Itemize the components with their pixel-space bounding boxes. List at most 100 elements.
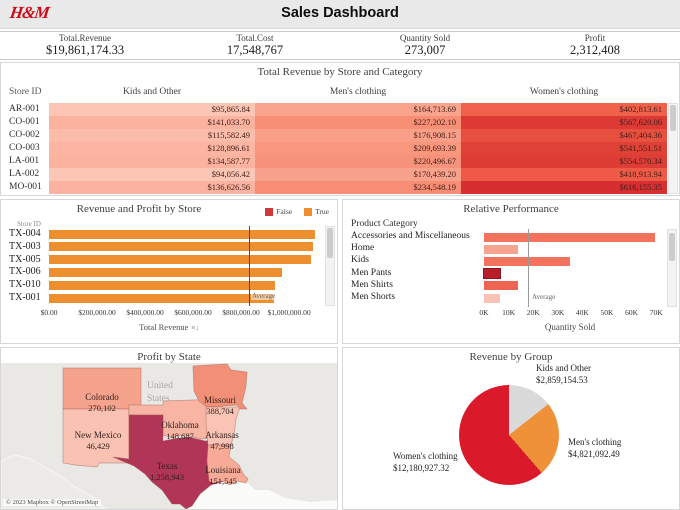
category-bar[interactable] xyxy=(484,293,500,303)
heatmap-cell[interactable]: $227,202.10 xyxy=(255,116,461,129)
sort-descending-icon[interactable] xyxy=(191,324,198,332)
axis-tick-label: 40K xyxy=(575,308,589,317)
store-chart-scrollbar-thumb[interactable] xyxy=(327,228,333,258)
heatmap-cell[interactable]: $541,551.51 xyxy=(461,142,667,155)
heatmap-column-header[interactable]: Men's clothing xyxy=(329,87,387,97)
axis-tick-label: $400,000.00 xyxy=(126,308,164,317)
pie-slice-label: Women's clothing $12,180,927.32 xyxy=(393,450,458,474)
kpi-card: Total.Revenue $19,861,174.33 xyxy=(0,32,170,59)
state-profit-value: 46,429 xyxy=(86,441,110,451)
category-bar-label[interactable]: Accessories and Miscellaneous xyxy=(351,231,470,241)
heatmap-cell[interactable]: $554,570.34 xyxy=(461,155,667,168)
heatmap-cell[interactable]: $136,626.56 xyxy=(49,181,255,194)
store-bar[interactable] xyxy=(49,255,311,265)
category-bar[interactable] xyxy=(484,281,519,291)
page-title: Sales Dashboard xyxy=(281,5,399,21)
store-id-label[interactable]: AR-001 xyxy=(9,104,40,114)
pie-slice-name: Men's clothing xyxy=(568,437,622,447)
axis-tick-label: 0K xyxy=(479,308,489,317)
state-label: Texas 1,258,943 xyxy=(125,461,209,483)
legend-item[interactable]: True xyxy=(304,207,329,216)
category-bar-label[interactable]: Men Shorts xyxy=(351,292,396,302)
category-bar[interactable] xyxy=(484,256,571,266)
country-label-line1: United xyxy=(147,381,173,391)
category-bar[interactable] xyxy=(482,268,502,280)
store-id-label[interactable]: MO-001 xyxy=(9,182,42,192)
heatmap-cell[interactable]: $567,620.06 xyxy=(461,116,667,129)
kpi-card: Quantity Sold 273,007 xyxy=(340,32,510,59)
store-id-label[interactable]: LA-001 xyxy=(9,156,40,166)
state-texas[interactable] xyxy=(112,414,236,509)
store-id-label[interactable]: LA-002 xyxy=(9,169,40,179)
heatmap-column-header[interactable]: Women's clothing xyxy=(529,87,599,97)
store-bar[interactable] xyxy=(49,229,316,239)
store-id-label[interactable]: CO-003 xyxy=(9,143,40,153)
heatmap-cell[interactable]: $234,548.19 xyxy=(255,181,461,194)
category-chart-axis-header: Product Category xyxy=(351,219,418,229)
pie-slice-value: $2,859,154.53 xyxy=(536,375,588,385)
store-bar-label[interactable]: TX-001 xyxy=(9,292,41,303)
store-bar-label[interactable]: TX-006 xyxy=(9,266,41,278)
heatmap-column-header[interactable]: Kids and Other xyxy=(122,87,182,97)
store-bar-label[interactable]: TX-004 xyxy=(9,228,41,239)
heatmap-cell[interactable]: $616,155.35 xyxy=(461,181,667,194)
map-canvas[interactable]: United States Colorado 270,102 New Mexico 4… xyxy=(1,363,337,509)
pie-chart[interactable] xyxy=(459,385,559,485)
store-chart-axis-title: Total Revenue xyxy=(49,322,289,332)
heatmap-cell[interactable]: $176,908.15 xyxy=(255,129,461,142)
kpi-label: Total.Cost xyxy=(236,33,274,43)
category-bar-label[interactable]: Men Shirts xyxy=(351,279,393,290)
state-arkansas[interactable] xyxy=(205,406,241,446)
store-bar[interactable] xyxy=(49,267,282,277)
state-name: Colorado xyxy=(85,392,119,402)
heatmap-cell[interactable]: $418,913.94 xyxy=(461,168,667,181)
heatmap-cell[interactable]: $95,865.84 xyxy=(49,103,255,116)
category-chart-panel: Relative Performance Product Category Ac… xyxy=(342,199,680,344)
heatmap-scrollbar-thumb[interactable] xyxy=(670,105,676,131)
category-chart-scrollbar[interactable] xyxy=(667,229,677,307)
heatmap-cell[interactable]: $164,713.69 xyxy=(255,103,461,116)
category-bar-label[interactable]: Home xyxy=(351,243,375,254)
store-bar-label[interactable]: TX-010 xyxy=(9,279,41,291)
category-bar[interactable] xyxy=(484,232,656,242)
heatmap-cell[interactable]: $402,813.61 xyxy=(461,103,667,116)
map-attribution: © 2023 Mapbox © OpenStreetMap xyxy=(3,499,102,506)
store-bar-label[interactable]: TX-005 xyxy=(9,253,41,265)
heatmap-cell[interactable]: $115,582.49 xyxy=(49,129,255,142)
store-chart-scrollbar[interactable] xyxy=(325,226,335,306)
state-label: Louisiana 151,545 xyxy=(181,465,265,487)
store-chart-axis-header: Store ID xyxy=(17,220,41,228)
heatmap-cell[interactable]: $94,056.42 xyxy=(49,168,255,181)
heatmap-cell[interactable]: $128,896.61 xyxy=(49,142,255,155)
kpi-bar: Total.Revenue $19,861,174.33 Total.Cost 17,… xyxy=(0,31,680,60)
heatmap-cell[interactable]: $141,033.70 xyxy=(49,116,255,129)
pie-slice-name: Kids and Other xyxy=(536,363,591,373)
heatmap-panel: Total Revenue by Store and Category Stor… xyxy=(0,62,680,196)
store-bar[interactable] xyxy=(49,242,313,252)
heatmap-cell[interactable]: $134,587.77 xyxy=(49,155,255,168)
gulf-of-mexico xyxy=(187,480,337,509)
store-bar[interactable] xyxy=(49,293,275,303)
legend-item[interactable]: False xyxy=(265,207,292,216)
header-bar: H&M Sales Dashboard xyxy=(0,0,680,29)
category-bar-label[interactable]: Men Pants xyxy=(351,267,392,278)
store-bar-label[interactable]: TX-003 xyxy=(9,240,41,252)
heatmap-cell[interactable]: $220,496.67 xyxy=(255,155,461,168)
category-chart-scrollbar-thumb[interactable] xyxy=(669,233,675,261)
state-label: Arkansas 47,998 xyxy=(180,430,264,452)
heatmap-scrollbar[interactable] xyxy=(668,103,678,194)
average-reference-line xyxy=(528,229,529,307)
category-bar[interactable] xyxy=(484,244,519,254)
store-id-label[interactable]: CO-002 xyxy=(9,130,40,140)
table-row: LA-002 $94,056.42 $170,439.20 $418,913.94 xyxy=(1,168,667,181)
category-bar-label[interactable]: Kids xyxy=(351,255,369,266)
heatmap-cell[interactable]: $170,439.20 xyxy=(255,168,461,181)
heatmap-cell[interactable]: $467,404.36 xyxy=(461,129,667,142)
state-louisiana[interactable] xyxy=(206,444,249,486)
state-missouri[interactable] xyxy=(192,363,248,410)
heatmap-cell[interactable]: $209,693.39 xyxy=(255,142,461,155)
pie-slice-label: Kids and Other $2,859,154.53 xyxy=(536,362,591,386)
store-id-label[interactable]: CO-001 xyxy=(9,117,40,127)
store-bar[interactable] xyxy=(49,280,275,290)
